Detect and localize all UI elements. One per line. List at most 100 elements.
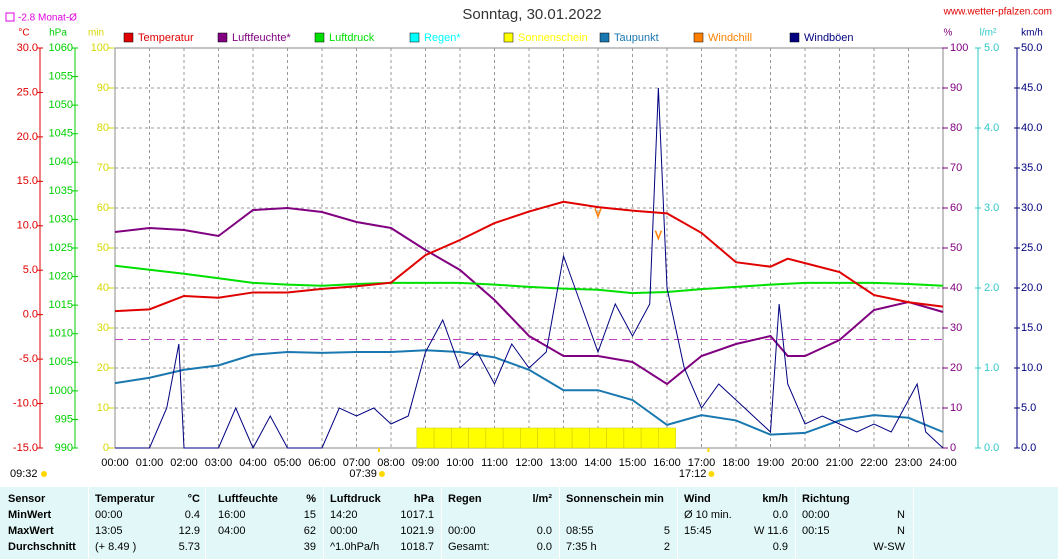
sunshine-bar xyxy=(537,427,556,449)
table-separator xyxy=(441,487,442,559)
y-tick-label: 80 xyxy=(97,122,109,134)
x-tick-label: 04:00 xyxy=(239,457,267,469)
table-cell: Wind xyxy=(684,493,711,505)
x-tick-label: 01:00 xyxy=(136,457,164,469)
x-tick-label: 13:00 xyxy=(550,457,578,469)
y-tick-label: 4.0 xyxy=(984,122,999,134)
table-cell: 14:20 xyxy=(330,509,358,521)
sunshine-bar xyxy=(658,427,676,449)
legend-label: Luftdruck xyxy=(329,32,375,44)
table-cell: Sensor xyxy=(8,493,46,505)
x-tick-label: 05:00 xyxy=(274,457,302,469)
y-tick-label: 50 xyxy=(950,242,962,254)
updated: 09:32 xyxy=(10,468,38,480)
y-tick-label: 100 xyxy=(950,42,968,54)
sunshine-bar xyxy=(623,427,642,449)
x-tick-label: 02:00 xyxy=(170,457,198,469)
x-tick-label: 09:00 xyxy=(412,457,440,469)
sunshine-bar xyxy=(416,427,435,449)
table-cell: Durchschnitt xyxy=(8,541,76,553)
x-tick-label: 18:00 xyxy=(722,457,750,469)
legend-label: Sonnenschein xyxy=(518,32,588,44)
y-tick-label: 70 xyxy=(950,162,962,174)
sunset-icon xyxy=(708,471,715,477)
sunshine-bar xyxy=(485,427,504,449)
table-cell: 39 xyxy=(303,541,316,553)
y-tick-label: 15.0 xyxy=(17,175,38,187)
sunset-label: 17:12 xyxy=(679,468,707,480)
y-tick-label: 1040 xyxy=(49,156,73,168)
table-cell: 1017.1 xyxy=(400,509,434,521)
average-icon xyxy=(5,12,15,22)
x-tick-label: 07:00 xyxy=(343,457,371,469)
sunshine-bar xyxy=(451,427,469,449)
y-tick-label: 25.0 xyxy=(1021,242,1042,254)
sunshine-bar xyxy=(502,427,521,449)
y-tick-label: 1010 xyxy=(49,328,73,340)
table-cell: % xyxy=(306,493,316,505)
axis-unit: km/h xyxy=(1021,28,1043,39)
y-tick-label: 30.0 xyxy=(17,42,38,54)
x-tick-label: 15:00 xyxy=(619,457,647,469)
table-separator xyxy=(795,487,796,559)
x-tick-label: 00:00 xyxy=(101,457,129,469)
x-tick-label: 10:00 xyxy=(446,457,474,469)
table-cell: 15 xyxy=(303,509,316,521)
table-cell: 0.4 xyxy=(184,509,200,521)
average-label: -2.8 Monat-Ø xyxy=(18,13,77,24)
series-line xyxy=(114,200,944,313)
table-cell: Richtung xyxy=(802,493,850,505)
table-cell: Ø 10 min. xyxy=(684,509,732,521)
y-tick-label: 1000 xyxy=(49,385,73,397)
y-tick-label: 1045 xyxy=(49,128,73,140)
table-cell: 00:00 xyxy=(802,509,830,521)
stats-table: Sensor Temperatur °C Luftfeuchte% Luftdruck h… xyxy=(0,487,1058,559)
series-line xyxy=(114,206,944,386)
sunshine-bar xyxy=(433,427,452,449)
table-cell: MaxWert xyxy=(8,525,54,537)
series-line xyxy=(114,264,944,295)
sunshine-bar xyxy=(468,427,487,449)
table-cell: Gesamt: xyxy=(448,541,490,553)
y-tick-label: -15.0 xyxy=(13,442,38,454)
legend-swatch xyxy=(123,32,134,43)
y-tick-label: 10.0 xyxy=(17,220,38,232)
y-tick-label: 1060 xyxy=(49,42,73,54)
y-tick-label: 10 xyxy=(950,402,962,414)
table-cell: 7:35 h xyxy=(566,541,597,553)
y-tick-label: 1050 xyxy=(49,99,73,111)
table-cell: l/m² xyxy=(532,493,552,505)
table-cell: 16:00 xyxy=(218,509,246,521)
legend-label: Regen* xyxy=(424,32,461,44)
table-separator xyxy=(205,487,206,559)
table-cell: 00:15 xyxy=(802,525,830,537)
y-tick-label: 10.0 xyxy=(1021,362,1042,374)
axis-unit: °C xyxy=(18,28,29,39)
table-cell: 0.0 xyxy=(536,541,552,553)
table-separator xyxy=(88,487,89,559)
windchill-mark xyxy=(594,208,602,219)
y-tick-label: 50.0 xyxy=(1021,42,1042,54)
y-tick-label: 90 xyxy=(950,82,962,94)
table-cell: W-SW xyxy=(873,541,905,553)
y-tick-label: 5.0 xyxy=(1021,402,1036,414)
table-cell: 0.9 xyxy=(772,541,788,553)
table-cell: Luftdruck xyxy=(330,493,381,505)
y-tick-label: 5.0 xyxy=(23,264,38,276)
table-cell: 12.9 xyxy=(178,525,200,537)
y-tick-label: 1.0 xyxy=(984,362,999,374)
y-tick-label: 25.0 xyxy=(17,86,38,98)
table-cell: Luftfeuchte xyxy=(218,493,278,505)
source: www.wetter-pfalzen.com xyxy=(943,7,1052,18)
table-cell: 2 xyxy=(663,541,670,553)
x-tick-label: 14:00 xyxy=(584,457,612,469)
table-cell: 15:45 xyxy=(684,525,712,537)
y-tick-label: 15.0 xyxy=(1021,322,1042,334)
x-tick-label: 22:00 xyxy=(860,457,888,469)
y-tick-label: 1055 xyxy=(49,70,73,82)
sunrise-label: 07:39 xyxy=(349,468,377,480)
y-tick-label: 0.0 xyxy=(984,442,999,454)
legend-swatch xyxy=(503,32,514,43)
table-separator xyxy=(913,487,914,559)
chart: Sonntag, 30.01.2022 www.wetter-pfalzen.c… xyxy=(5,6,1052,480)
